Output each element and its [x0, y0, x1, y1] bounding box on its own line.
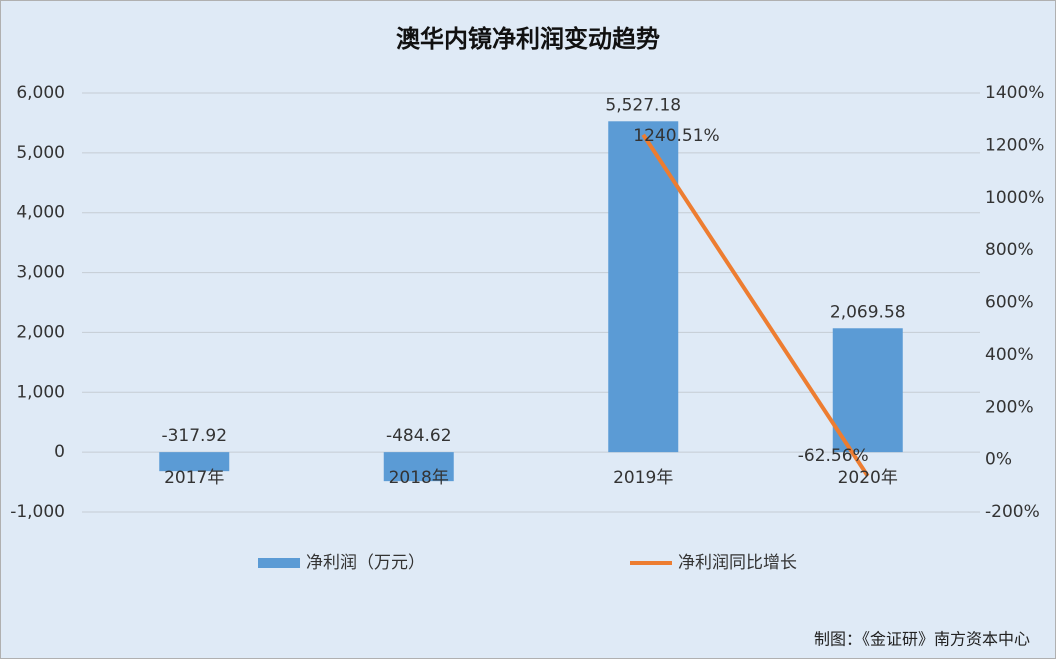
- y-tick-label: 6,000: [16, 83, 65, 103]
- y-tick-label: 0: [54, 442, 65, 462]
- y-tick-label: 4,000: [16, 203, 65, 223]
- bar: [159, 452, 230, 472]
- y2-tick-label: -200%: [985, 502, 1040, 522]
- data-label: -317.92: [161, 426, 227, 446]
- y2-tick-label: 1200%: [985, 135, 1044, 155]
- legend-swatch: [258, 558, 300, 568]
- y-tick-label: 2,000: [16, 322, 65, 342]
- legend-label: 净利润（万元）: [306, 553, 425, 573]
- y2-tick-label: 1400%: [985, 83, 1044, 103]
- y-tick-label: 3,000: [16, 263, 65, 283]
- y-tick-label: 5,000: [16, 143, 65, 163]
- data-label: 5,527.18: [605, 95, 681, 115]
- bar: [608, 121, 679, 453]
- y2-tick-label: 1000%: [985, 188, 1044, 208]
- data-label: -62.56%: [798, 446, 869, 466]
- legend-label: 净利润同比增长: [678, 553, 797, 573]
- x-tick-label: 2020年: [838, 468, 898, 488]
- x-tick-label: 2017年: [164, 468, 224, 488]
- data-label: 1240.51%: [633, 126, 719, 146]
- chart-title: 澳华内镜净利润变动趋势: [396, 25, 660, 53]
- y2-tick-label: 400%: [985, 345, 1034, 365]
- line: [641, 133, 870, 478]
- y2-tick-label: 200%: [985, 397, 1034, 417]
- data-label: 2,069.58: [830, 302, 906, 322]
- x-tick-label: 2018年: [389, 468, 449, 488]
- source-note: 制图：《金证研》南方资本中心: [814, 630, 1030, 649]
- x-tick-label: 2019年: [613, 468, 673, 488]
- y-tick-label: 1,000: [16, 382, 65, 402]
- y2-tick-label: 800%: [985, 240, 1034, 260]
- data-label: -484.62: [386, 426, 452, 446]
- y2-tick-label: 600%: [985, 293, 1034, 313]
- y2-tick-label: 0%: [985, 450, 1012, 470]
- bar: [832, 328, 903, 453]
- y-tick-label: -1,000: [10, 502, 65, 522]
- bar: [383, 452, 454, 482]
